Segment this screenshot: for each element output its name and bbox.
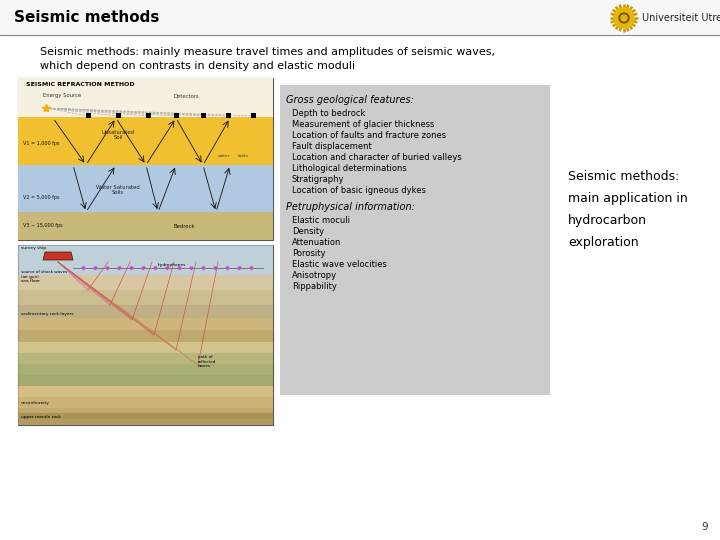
Text: Bedrock: Bedrock <box>173 224 194 228</box>
Bar <box>251 113 256 118</box>
Bar <box>18 342 273 353</box>
Text: Location of faults and fracture zones: Location of faults and fracture zones <box>292 131 446 140</box>
Circle shape <box>621 15 627 21</box>
Text: sedimentary rock layers: sedimentary rock layers <box>21 312 73 316</box>
Bar <box>18 117 273 165</box>
Bar <box>86 113 91 118</box>
Bar <box>18 212 273 240</box>
Text: unconformity: unconformity <box>21 401 50 405</box>
Bar <box>18 275 273 290</box>
Bar <box>18 413 273 425</box>
Text: Seismic methods: Seismic methods <box>14 10 159 25</box>
Text: 9: 9 <box>701 522 708 532</box>
Text: path of
reflected
waves: path of reflected waves <box>198 355 216 368</box>
Circle shape <box>619 13 629 23</box>
Text: Universiteit Utrecht: Universiteit Utrecht <box>642 13 720 23</box>
Text: Seismic methods:: Seismic methods: <box>568 170 680 183</box>
Text: source of shock waves
(air gun): source of shock waves (air gun) <box>21 270 67 279</box>
Bar <box>18 78 273 120</box>
Bar <box>146 113 151 118</box>
Text: Location and character of buried valleys: Location and character of buried valleys <box>292 153 462 162</box>
Text: V3 ~ 15,000 fps: V3 ~ 15,000 fps <box>23 224 63 228</box>
Bar <box>18 397 273 408</box>
Text: Anisotropy: Anisotropy <box>292 271 337 280</box>
Text: SEISMIC REFRACTION METHOD: SEISMIC REFRACTION METHOD <box>26 83 135 87</box>
Text: Detectors: Detectors <box>173 93 199 98</box>
Bar <box>174 113 179 118</box>
Bar <box>201 113 206 118</box>
Text: V1 = 1,000 fps: V1 = 1,000 fps <box>23 140 60 145</box>
Text: Gross geological features:: Gross geological features: <box>286 95 414 105</box>
Bar <box>18 290 273 305</box>
Text: table: table <box>238 154 249 158</box>
Bar <box>18 305 273 318</box>
Bar <box>18 245 273 275</box>
Circle shape <box>614 8 634 28</box>
Text: Elastic wave velocities: Elastic wave velocities <box>292 260 387 269</box>
Text: exploration: exploration <box>568 236 639 249</box>
Bar <box>18 375 273 386</box>
Text: main application in: main application in <box>568 192 688 205</box>
Bar <box>18 353 273 364</box>
Text: sea floor: sea floor <box>21 279 40 283</box>
Text: Measurement of glacier thickness: Measurement of glacier thickness <box>292 120 434 129</box>
Text: Stratigraphy: Stratigraphy <box>292 175 344 184</box>
Text: Lithological determinations: Lithological determinations <box>292 164 407 173</box>
Bar <box>18 364 273 375</box>
Bar <box>18 318 273 330</box>
Text: hydrocarbon: hydrocarbon <box>568 214 647 227</box>
Text: Elastic moculi: Elastic moculi <box>292 216 350 225</box>
Text: water: water <box>218 154 230 158</box>
Bar <box>116 113 121 118</box>
Text: Fault displacement: Fault displacement <box>292 142 372 151</box>
Text: survey ship: survey ship <box>21 246 46 250</box>
Bar <box>18 386 273 397</box>
Text: Rippability: Rippability <box>292 282 337 291</box>
Polygon shape <box>43 252 73 260</box>
Text: Porosity: Porosity <box>292 249 325 258</box>
Bar <box>18 408 273 419</box>
Bar <box>18 78 273 240</box>
Bar <box>280 85 550 395</box>
Text: Energy Source: Energy Source <box>43 93 81 98</box>
Bar <box>0 0 720 35</box>
Text: Attenuation: Attenuation <box>292 238 341 247</box>
Text: V2 = 5,000 fps: V2 = 5,000 fps <box>23 194 60 199</box>
Bar <box>18 245 273 425</box>
Text: which depend on contrasts in density and elastic moduli: which depend on contrasts in density and… <box>40 61 355 71</box>
Bar <box>226 113 231 118</box>
Text: Depth to bedrock: Depth to bedrock <box>292 109 365 118</box>
Text: Unsaturated
Soil: Unsaturated Soil <box>102 130 135 140</box>
Text: Water Saturated
Soils: Water Saturated Soils <box>96 185 140 195</box>
Bar <box>18 330 273 342</box>
Text: Petruphysical information:: Petruphysical information: <box>286 202 415 212</box>
Text: upper mantle rock: upper mantle rock <box>21 415 61 419</box>
Bar <box>18 165 273 212</box>
Text: Location of basic igneous dykes: Location of basic igneous dykes <box>292 186 426 195</box>
Text: Seismic methods: mainly measure travel times and amplitudes of seismic waves,: Seismic methods: mainly measure travel t… <box>40 47 495 57</box>
Text: hydrophones: hydrophones <box>158 263 186 267</box>
Text: Density: Density <box>292 227 324 236</box>
